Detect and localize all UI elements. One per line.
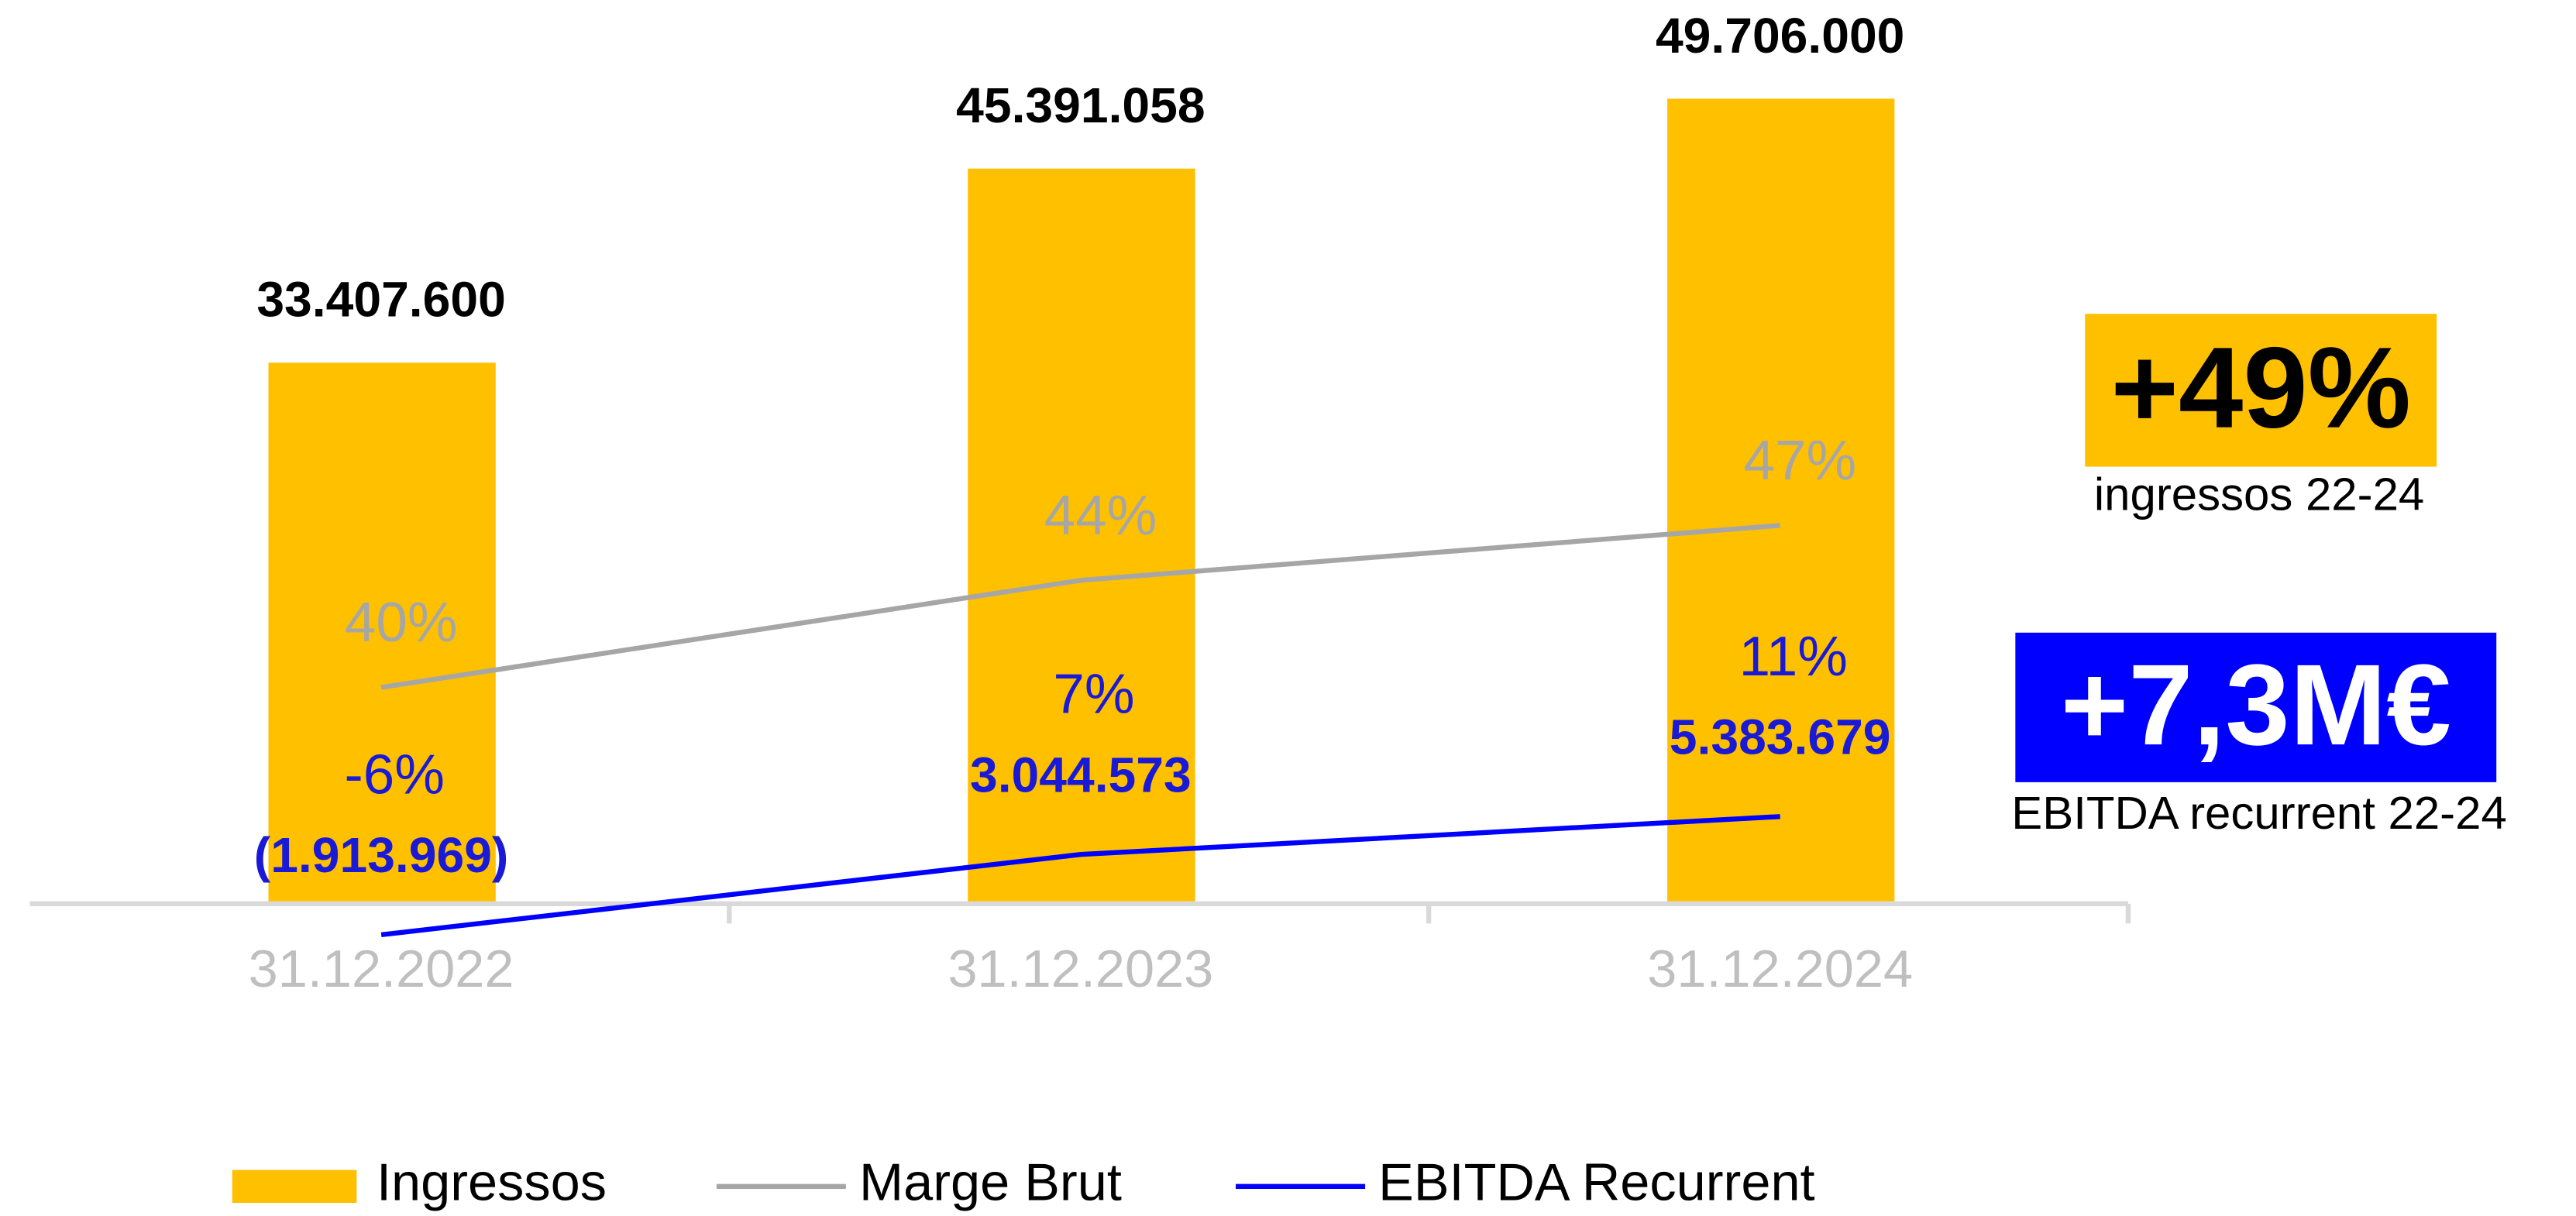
bar-value-label: 33.407.600 [256, 272, 505, 328]
bar [268, 362, 496, 904]
x-tick-label: 31.12.2022 [249, 939, 514, 998]
legend-label: EBITDA Recurrent [1378, 1153, 1814, 1212]
bar-value-label: 45.391.058 [956, 77, 1205, 133]
x-tick-label: 31.12.2023 [948, 939, 1213, 998]
line-series [380, 814, 1780, 938]
callout-caption: ingressos 22-24 [2094, 469, 2424, 520]
line-pct-label: 7% [1053, 663, 1134, 726]
legend-label: Ingressos [377, 1153, 607, 1212]
callout-value: +7,3M€ [2061, 641, 2451, 769]
callout-caption: EBITDA recurrent 22-24 [2011, 787, 2507, 839]
bar-value-label: 49.706.000 [1656, 8, 1904, 64]
line-value-label: (1.913.969) [254, 827, 509, 883]
bar [1667, 98, 1895, 904]
line-pct-label: 11% [1739, 625, 1848, 688]
callout-value: +49% [2110, 323, 2410, 452]
line-value-label: 5.383.679 [1670, 709, 1891, 765]
line-pct-label: 44% [1044, 484, 1157, 547]
bar [968, 168, 1195, 904]
x-tick-label: 31.12.2024 [1647, 939, 1913, 998]
callout-box [2015, 632, 2497, 782]
line-pct-label: -6% [344, 744, 444, 806]
line-pct-label: 47% [1744, 429, 1857, 492]
callout-box [2085, 314, 2437, 467]
legend-label: Marge Brut [859, 1153, 1122, 1212]
line-series [380, 523, 1780, 690]
line-pct-label: 40% [345, 591, 458, 654]
line-value-label: 3.044.573 [970, 747, 1192, 803]
legend-swatch [232, 1170, 357, 1204]
